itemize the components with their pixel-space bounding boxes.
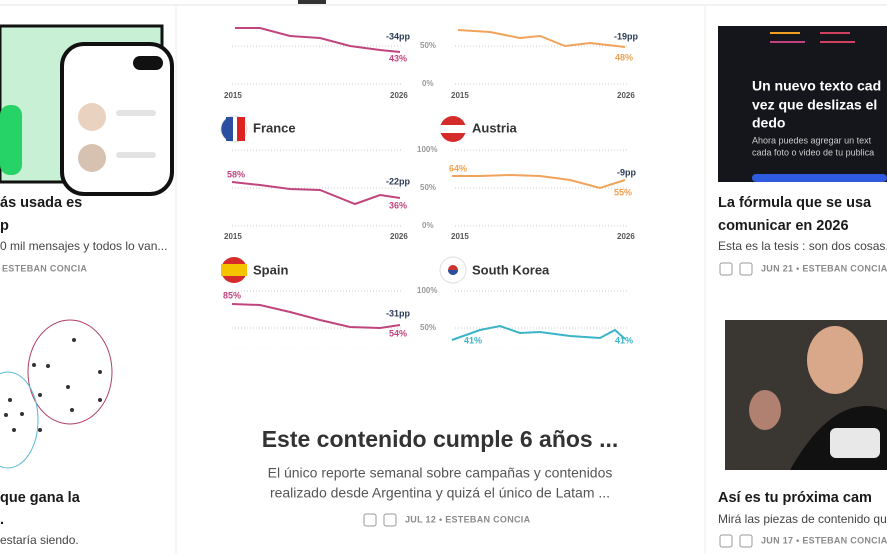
lock-icon[interactable] <box>383 513 397 527</box>
chart-label: 54% <box>389 328 407 338</box>
active-tab-indicator[interactable] <box>298 0 326 4</box>
scatter-cluster <box>0 371 39 469</box>
chart-label: 2026 <box>390 91 408 100</box>
chart-label: -34pp <box>386 31 411 41</box>
post-meta: JUN 21 • ESTEBAN CONCIA <box>761 263 887 273</box>
post-title: Así es tu próxima cam <box>718 490 872 506</box>
chart-label: 0% <box>422 79 434 88</box>
chart-label: 55% <box>614 187 632 197</box>
chart-label: 2026 <box>390 232 408 241</box>
country-name: Spain <box>253 262 288 277</box>
grid <box>232 45 628 349</box>
country-name: South Korea <box>472 262 550 277</box>
post-title: comunicar en 2026 <box>718 218 849 234</box>
post-subtitle: El único reporte semanal sobre campañas … <box>268 465 613 481</box>
image-text: Un nuevo texto cad <box>752 78 881 94</box>
post-meta: JUL 12 • ESTEBAN CONCIA <box>405 514 531 524</box>
post-title: La fórmula que se usa <box>718 195 872 211</box>
pin-icon[interactable] <box>363 513 377 527</box>
post-card[interactable]: -34pp 43% 2015 2026 50% 0% -19pp 48% 201… <box>200 27 680 527</box>
chart-label: 85% <box>223 290 241 300</box>
chart-label: 64% <box>449 163 467 173</box>
post-title: p <box>0 218 9 234</box>
chart-label: 0% <box>422 221 434 230</box>
chart-label: 2026 <box>617 232 635 241</box>
chart-label: 2015 <box>451 91 469 100</box>
photo-subject <box>749 390 781 430</box>
chart-label: -19pp <box>614 31 639 41</box>
placeholder <box>116 110 156 116</box>
flags <box>220 115 467 284</box>
pin-icon[interactable] <box>719 262 733 276</box>
country-name: France <box>253 120 296 135</box>
post-subtitle: estaría siendo. <box>0 533 79 547</box>
chart-label: 41% <box>615 335 633 345</box>
post-title: Este contenido cumple 6 años ... <box>262 426 619 452</box>
image-text: vez que deslizas el <box>752 97 877 113</box>
post-title: que gana la <box>0 490 81 506</box>
thumbnail: -34pp 43% 2015 2026 50% 0% -19pp 48% 201… <box>200 27 680 395</box>
post-card[interactable]: ás usada es p 0 mil mensajes y todos lo … <box>0 24 174 273</box>
chart-label: 50% <box>420 41 436 50</box>
chart-label: 100% <box>417 145 437 154</box>
post-card[interactable]: Así es tu próxima cam Mirá las piezas de… <box>718 320 887 548</box>
post-subtitle: Mirá las piezas de contenido que <box>718 512 887 526</box>
country-name: Austria <box>472 120 518 135</box>
post-meta: JUN 17 • ESTEBAN CONCIA <box>761 535 887 545</box>
chart-label: 36% <box>389 200 407 210</box>
pin-icon[interactable] <box>719 534 733 548</box>
post-subtitle: realizado desde Argentina y quizá el úni… <box>270 485 610 501</box>
scatter-cluster <box>27 319 113 425</box>
lock-icon[interactable] <box>739 262 753 276</box>
chart-label: -22pp <box>386 176 411 186</box>
thumbnail <box>0 320 132 476</box>
chart-label: 100% <box>417 286 437 295</box>
chart-label: 48% <box>615 52 633 62</box>
post-meta: ESTEBAN CONCIA <box>2 263 87 273</box>
photo-subject <box>807 326 863 394</box>
notch <box>133 56 163 70</box>
chart-label: 41% <box>464 335 482 345</box>
chart-label: 2015 <box>451 232 469 241</box>
image-subtext: Ahora puedes agregar un text <box>752 135 872 145</box>
chart-label: 50% <box>420 323 436 332</box>
post-title: ás usada es <box>0 195 82 211</box>
avatar <box>78 103 106 131</box>
post-subtitle: Esta es la tesis : son dos cosas. <box>718 239 887 253</box>
chart-label: 2015 <box>224 232 242 241</box>
decor-lines <box>770 32 855 43</box>
chart-label: 50% <box>420 183 436 192</box>
post-card[interactable]: que gana la . estaría siendo. <box>0 319 132 547</box>
button <box>752 174 887 182</box>
placeholder <box>116 152 156 158</box>
image-text: dedo <box>752 115 785 131</box>
post-subtitle: 0 mil mensajes y todos lo van... <box>0 239 167 253</box>
chart-label: -31pp <box>386 308 411 318</box>
app-icon <box>0 105 22 175</box>
avatar <box>78 144 106 172</box>
post-card[interactable]: Un nuevo texto cad vez que deslizas el d… <box>718 26 887 276</box>
chart-label: 43% <box>389 53 407 63</box>
fade <box>200 345 680 395</box>
image-subtext: cada foto o video de tu publica <box>752 147 874 157</box>
chart-label: 2026 <box>617 91 635 100</box>
photo-microphone <box>830 428 880 458</box>
trend-lines <box>231 27 626 341</box>
chart-label: 58% <box>227 169 245 179</box>
lock-icon[interactable] <box>739 534 753 548</box>
post-title: . <box>0 512 4 528</box>
thumbnail <box>718 26 887 182</box>
scatter-dots <box>4 338 102 432</box>
chart-label: -9pp <box>617 167 637 177</box>
chart-label: 2015 <box>224 91 242 100</box>
